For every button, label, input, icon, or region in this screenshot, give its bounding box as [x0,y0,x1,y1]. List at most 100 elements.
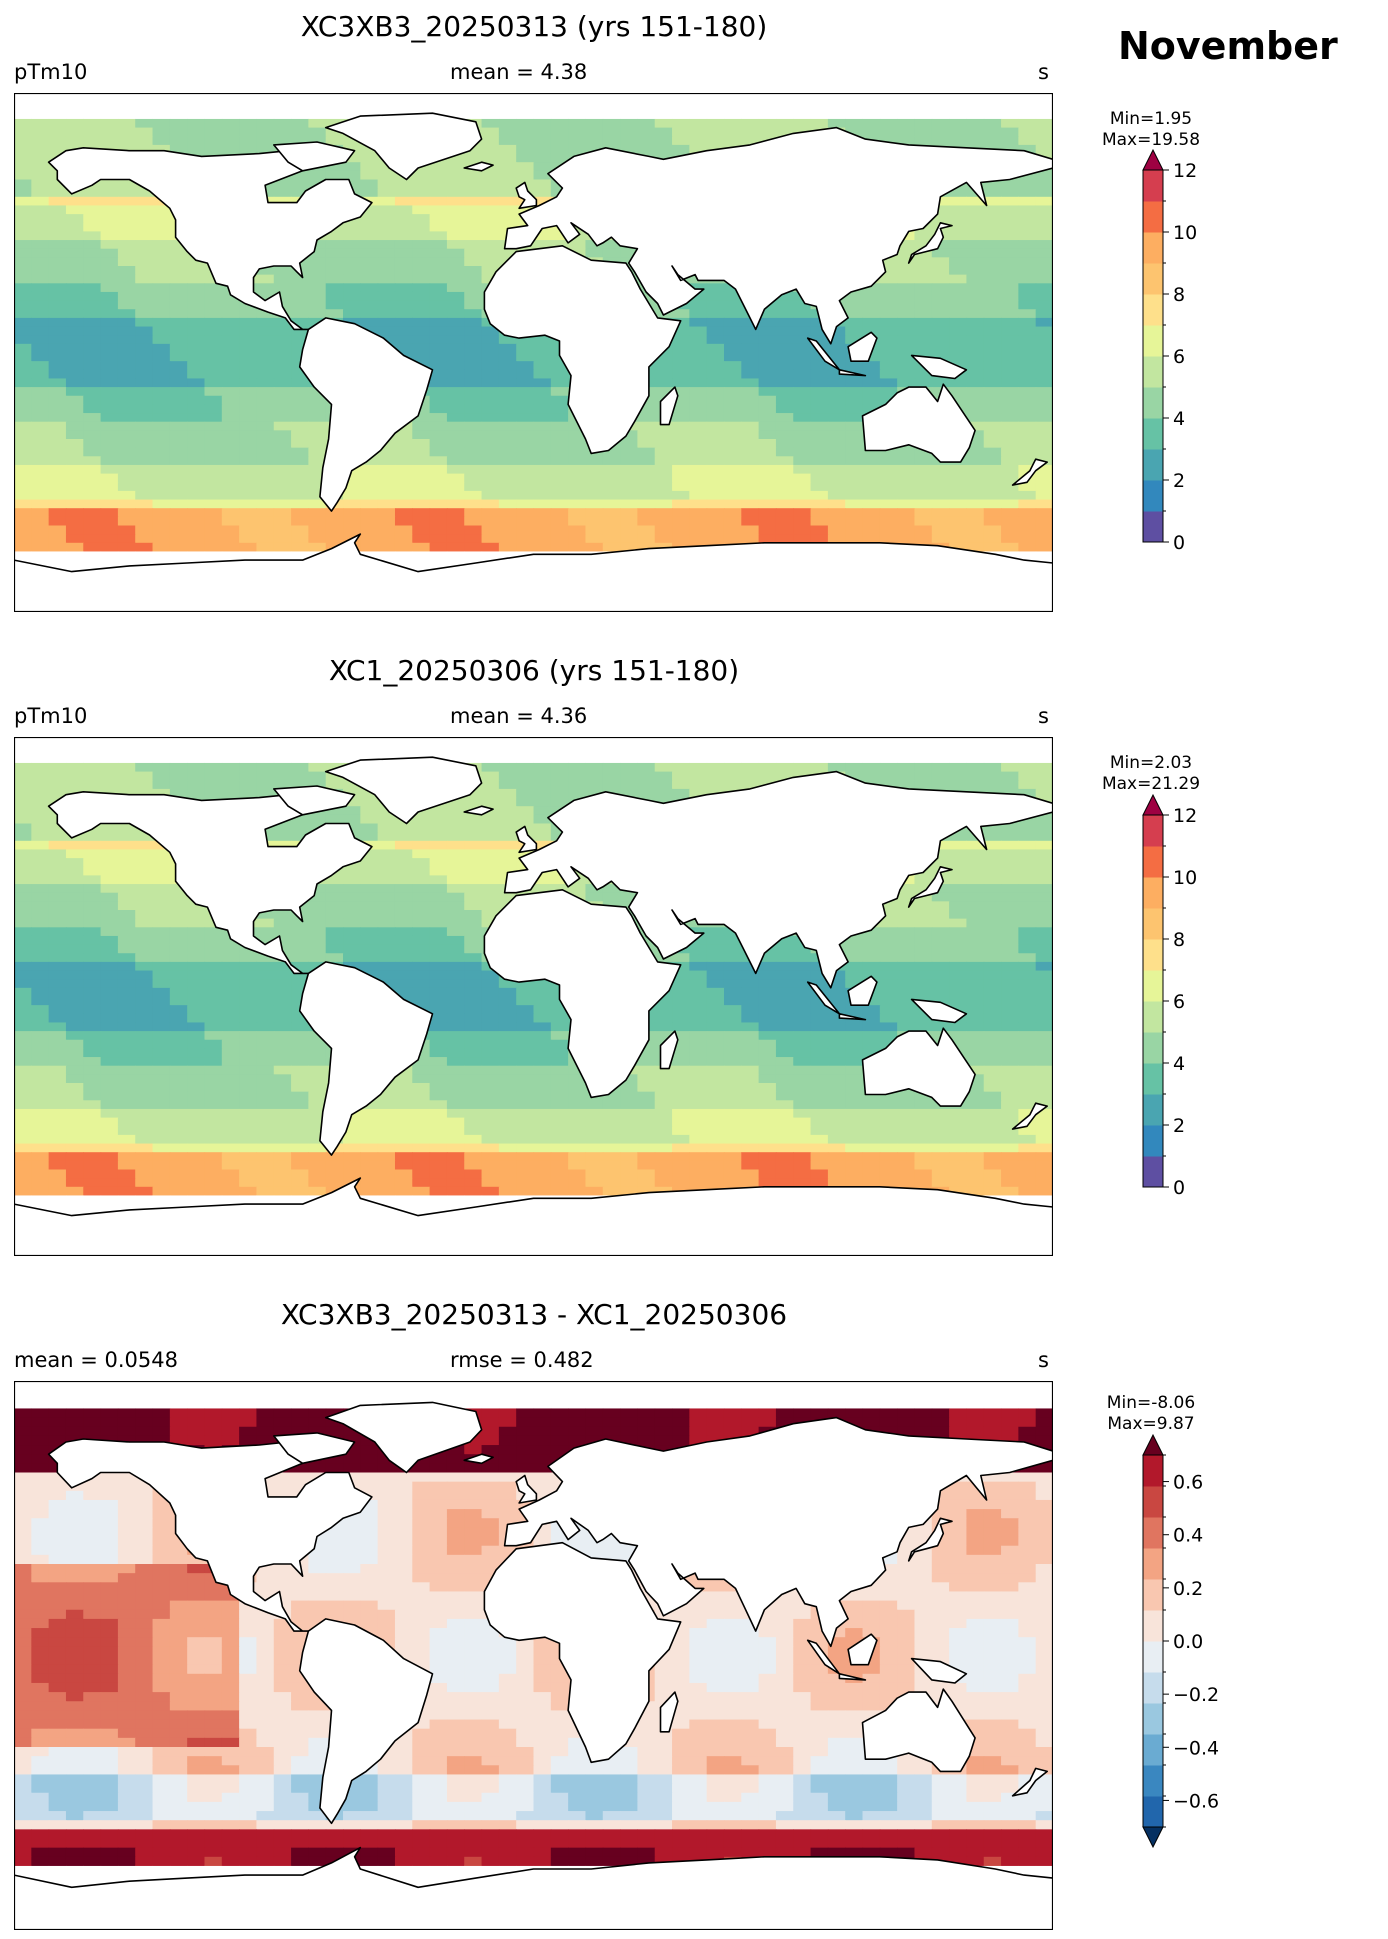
colorbar-segment [1143,970,1163,1002]
colorbar-segment [1143,1703,1163,1735]
colorbar-extend-max [1142,1433,1164,1456]
colorbar-extend-max [1142,148,1164,171]
colorbar-segment [1143,1032,1163,1064]
colorbar-segment [1143,1548,1163,1580]
colorbar-segment [1143,325,1163,357]
colorbar-tick-label: −0.2 [1173,1684,1219,1706]
colorbar-segment [1143,170,1163,202]
colorbar-segment [1143,1156,1163,1188]
land-outline [503,126,1053,345]
colorbar-segment [1143,846,1163,878]
land-outline [272,1432,356,1465]
land-outline [47,146,373,331]
land-outline [910,354,968,380]
land-outline [838,368,867,377]
panel-3-title: XC3XB3_20250313 - XC1_20250306 [280,1298,788,1331]
colorbar-tick-label: 2 [1173,1115,1185,1137]
colorbar-tick-label: 0.0 [1173,1631,1203,1653]
land-outline [47,1438,373,1632]
colorbar-segment [1143,1517,1163,1549]
colorbar-tick-label: 8 [1173,929,1185,951]
land-outline [14,1846,1053,1930]
colorbar-tick-label: 2 [1173,470,1185,492]
land-outline [910,1657,968,1684]
colorbar-tick-label: 12 [1173,805,1197,827]
colorbar-tick-label: 0.4 [1173,1525,1203,1547]
land-outline [298,961,434,1156]
colorbar-segment [1143,294,1163,326]
land-outline [463,1453,494,1465]
land-outline [861,1688,976,1773]
colorbar-tick-label: −0.4 [1173,1737,1219,1759]
colorbar-segment [1143,1672,1163,1704]
land-outline [14,1177,1053,1256]
land-outline [298,1618,434,1825]
colorbar-segment [1143,1063,1163,1095]
colorbar-segment [1143,1796,1163,1828]
land-outline [1011,458,1048,486]
panel-1-minmax: Min=1.95 Max=19.58 [1101,109,1201,150]
panel-2-minmax: Min=2.03 Max=21.29 [1101,753,1201,794]
panel-1-variable-label: pTm10 [14,60,88,84]
panel-2-map [14,737,1053,1256]
panel-3-minmax: Min=-8.06 Max=9.87 [1106,1393,1196,1434]
land-outline [503,1416,1053,1648]
colorbar-tick-label: 0.2 [1173,1578,1203,1600]
land-outline [515,825,538,854]
colorbar-segment [1143,1094,1163,1126]
colorbar-segment [1143,1579,1163,1611]
panel-1-title: XC3XB3_20250313 (yrs 151-180) [300,10,768,43]
colorbar-segment [1143,1486,1163,1518]
land-outline [1011,1767,1048,1797]
colorbar-segment [1143,1765,1163,1797]
colorbar-segment [1143,387,1163,419]
land-outline [463,805,494,816]
land-outline [324,112,483,181]
colorbar-tick-label: 4 [1173,408,1185,430]
colorbar-extend-min [1142,1826,1164,1849]
colorbar-tick-label: 6 [1173,346,1185,368]
panel-3-units-label: s [1038,1348,1049,1372]
colorbar-segment [1143,1125,1163,1157]
panel-1-map [14,93,1053,612]
land-outline [272,785,356,816]
colorbar-tick-label: 10 [1173,222,1197,244]
colorbar-tick-label: 0 [1173,532,1185,554]
colorbar-segment [1143,511,1163,543]
month-label: November [1118,24,1338,68]
colorbar-segment [1143,1641,1163,1673]
land-outline [14,533,1053,612]
land-outline [910,998,968,1024]
colorbar-segment [1143,232,1163,264]
panel-3-rmse-label: rmse = 0.482 [450,1348,594,1372]
panel-2-variable-label: pTm10 [14,704,88,728]
colorbar-segment [1143,201,1163,233]
colorbar-tick-label: 4 [1173,1053,1185,1075]
colorbar-segment [1143,815,1163,847]
land-outline [907,222,953,264]
panel-2-units-label: s [1038,704,1049,728]
land-outline [838,1012,867,1021]
land-outline [861,383,976,463]
colorbar-tick-label: 10 [1173,867,1197,889]
panel-3-colorbar: −0.6 −0.4 −0.2 0.0 0.2 0.4 0.6 [1142,1433,1223,1849]
colorbar-segment [1143,1610,1163,1642]
land-outline [483,245,682,455]
panel-2-mean-label: mean = 4.36 [450,704,588,728]
colorbar-tick-label: 8 [1173,284,1185,306]
colorbar-segment [1143,480,1163,512]
colorbar-extend-max [1142,793,1164,816]
land-outline [847,331,878,363]
land-outline [659,1691,679,1733]
land-outline [503,770,1053,989]
land-outline [847,975,878,1007]
colorbar-segment [1143,449,1163,481]
panel-2-colorbar: 0 2 4 6 8 10 12 [1142,793,1223,1199]
land-outline [47,790,373,975]
colorbar-segment [1143,356,1163,388]
panel-1-units-label: s [1038,60,1049,84]
land-outline [861,1027,976,1107]
land-outline [298,317,434,512]
colorbar-segment [1143,418,1163,450]
land-outline [907,866,953,908]
